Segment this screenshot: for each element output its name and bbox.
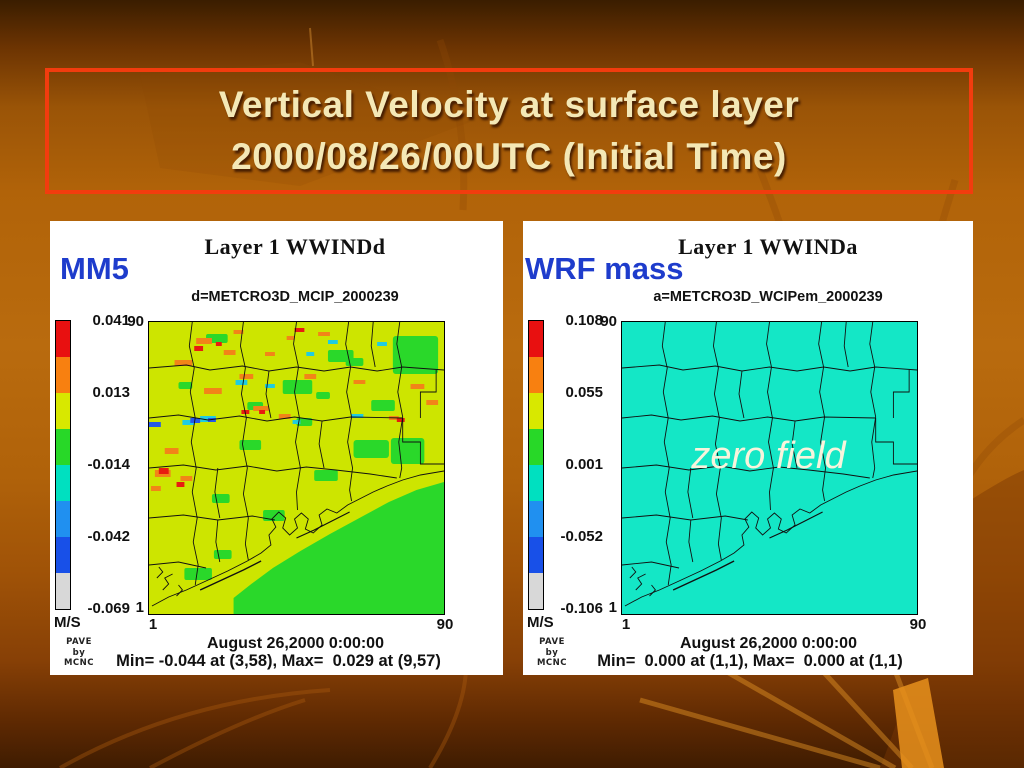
y-axis-tick-bottom: 1: [135, 599, 144, 616]
zero-field-annotation: zero field: [691, 435, 846, 477]
y-axis-tick-bottom: 1: [608, 599, 617, 616]
colorbar-segment: [529, 357, 543, 393]
plot-panel-wrf: WRF mass Layer 1 WWINDa a=METCRO3D_WCIPe…: [523, 221, 973, 675]
colorbar-segment: [529, 393, 543, 429]
x-axis-tick-left: 1: [621, 616, 631, 633]
heatmap-mm5: [148, 321, 445, 615]
slide-title-box: Vertical Velocity at surface layer 2000/…: [45, 68, 973, 194]
units-label: M/S: [54, 614, 81, 631]
colorbar-tick: -0.014: [87, 456, 130, 473]
colorbar-tick: 0.041: [92, 312, 130, 329]
colorbar-tick: 0.055: [565, 384, 603, 401]
green-patches: [178, 334, 444, 614]
colorbar-tick: -0.069: [87, 600, 130, 617]
colorbar-tick: 0.001: [565, 456, 603, 473]
colorbar-segment: [56, 393, 70, 429]
timestamp: August 26,2000 0:00:00: [207, 635, 384, 652]
colorbar-segment: [529, 501, 543, 537]
colorbar-tick: -0.042: [87, 528, 130, 545]
y-axis-tick-top: 90: [127, 313, 144, 330]
heatmap-wrf: [621, 321, 918, 615]
colorbar-segment: [529, 429, 543, 465]
colorbar-segment: [56, 357, 70, 393]
timestamp: August 26,2000 0:00:00: [680, 635, 857, 652]
slide-title-line2: 2000/08/26/00UTC (Initial Time): [231, 136, 787, 177]
x-axis-tick-right: 90: [436, 616, 454, 633]
colorbar-segment: [56, 501, 70, 537]
plot-title: Layer 1 WWINDa: [678, 234, 858, 259]
colorbar-segment: [56, 465, 70, 501]
colorbar-tick: -0.052: [560, 528, 603, 545]
colorbar-segment: [529, 537, 543, 573]
plot-panel-mm5: MM5 Layer 1 WWINDd d=METCRO3D_MCIP_20002…: [50, 221, 503, 675]
slide-title-line1: Vertical Velocity at surface layer: [218, 84, 800, 125]
min-max-stats: Min= -0.044 at (3,58), Max= 0.029 at (9,…: [116, 652, 441, 670]
colorbar-segment: [529, 465, 543, 501]
model-label-wrf: WRF mass: [525, 251, 684, 286]
colorbar-tick: 0.108: [565, 312, 603, 329]
colorbar-segment: [56, 573, 70, 609]
min-max-stats: Min= 0.000 at (1,1), Max= 0.000 at (1,1): [597, 652, 903, 670]
units-label: M/S: [527, 614, 554, 631]
pave-credit: PAVE by MCNC: [63, 637, 95, 668]
colorbar-segment: [529, 321, 543, 357]
colorbar-segment: [56, 429, 70, 465]
colorbar-segment: [56, 537, 70, 573]
colorbar-segment: [529, 573, 543, 609]
y-axis-tick-top: 90: [600, 313, 617, 330]
dataset-label: a=METCRO3D_WCIPem_2000239: [653, 289, 883, 305]
dataset-label: d=METCRO3D_MCIP_2000239: [191, 289, 399, 305]
colorbar-legend: [528, 320, 544, 610]
colorbar-segment: [56, 321, 70, 357]
x-axis-tick-right: 90: [909, 616, 927, 633]
colorbar-tick: 0.013: [92, 384, 130, 401]
plot-title: Layer 1 WWINDd: [204, 234, 386, 259]
colorbar-legend: [55, 320, 71, 610]
colorbar-tick: -0.106: [560, 600, 603, 617]
x-axis-tick-left: 1: [148, 616, 158, 633]
model-label-mm5: MM5: [60, 251, 129, 286]
pave-credit: PAVE by MCNC: [536, 637, 568, 668]
